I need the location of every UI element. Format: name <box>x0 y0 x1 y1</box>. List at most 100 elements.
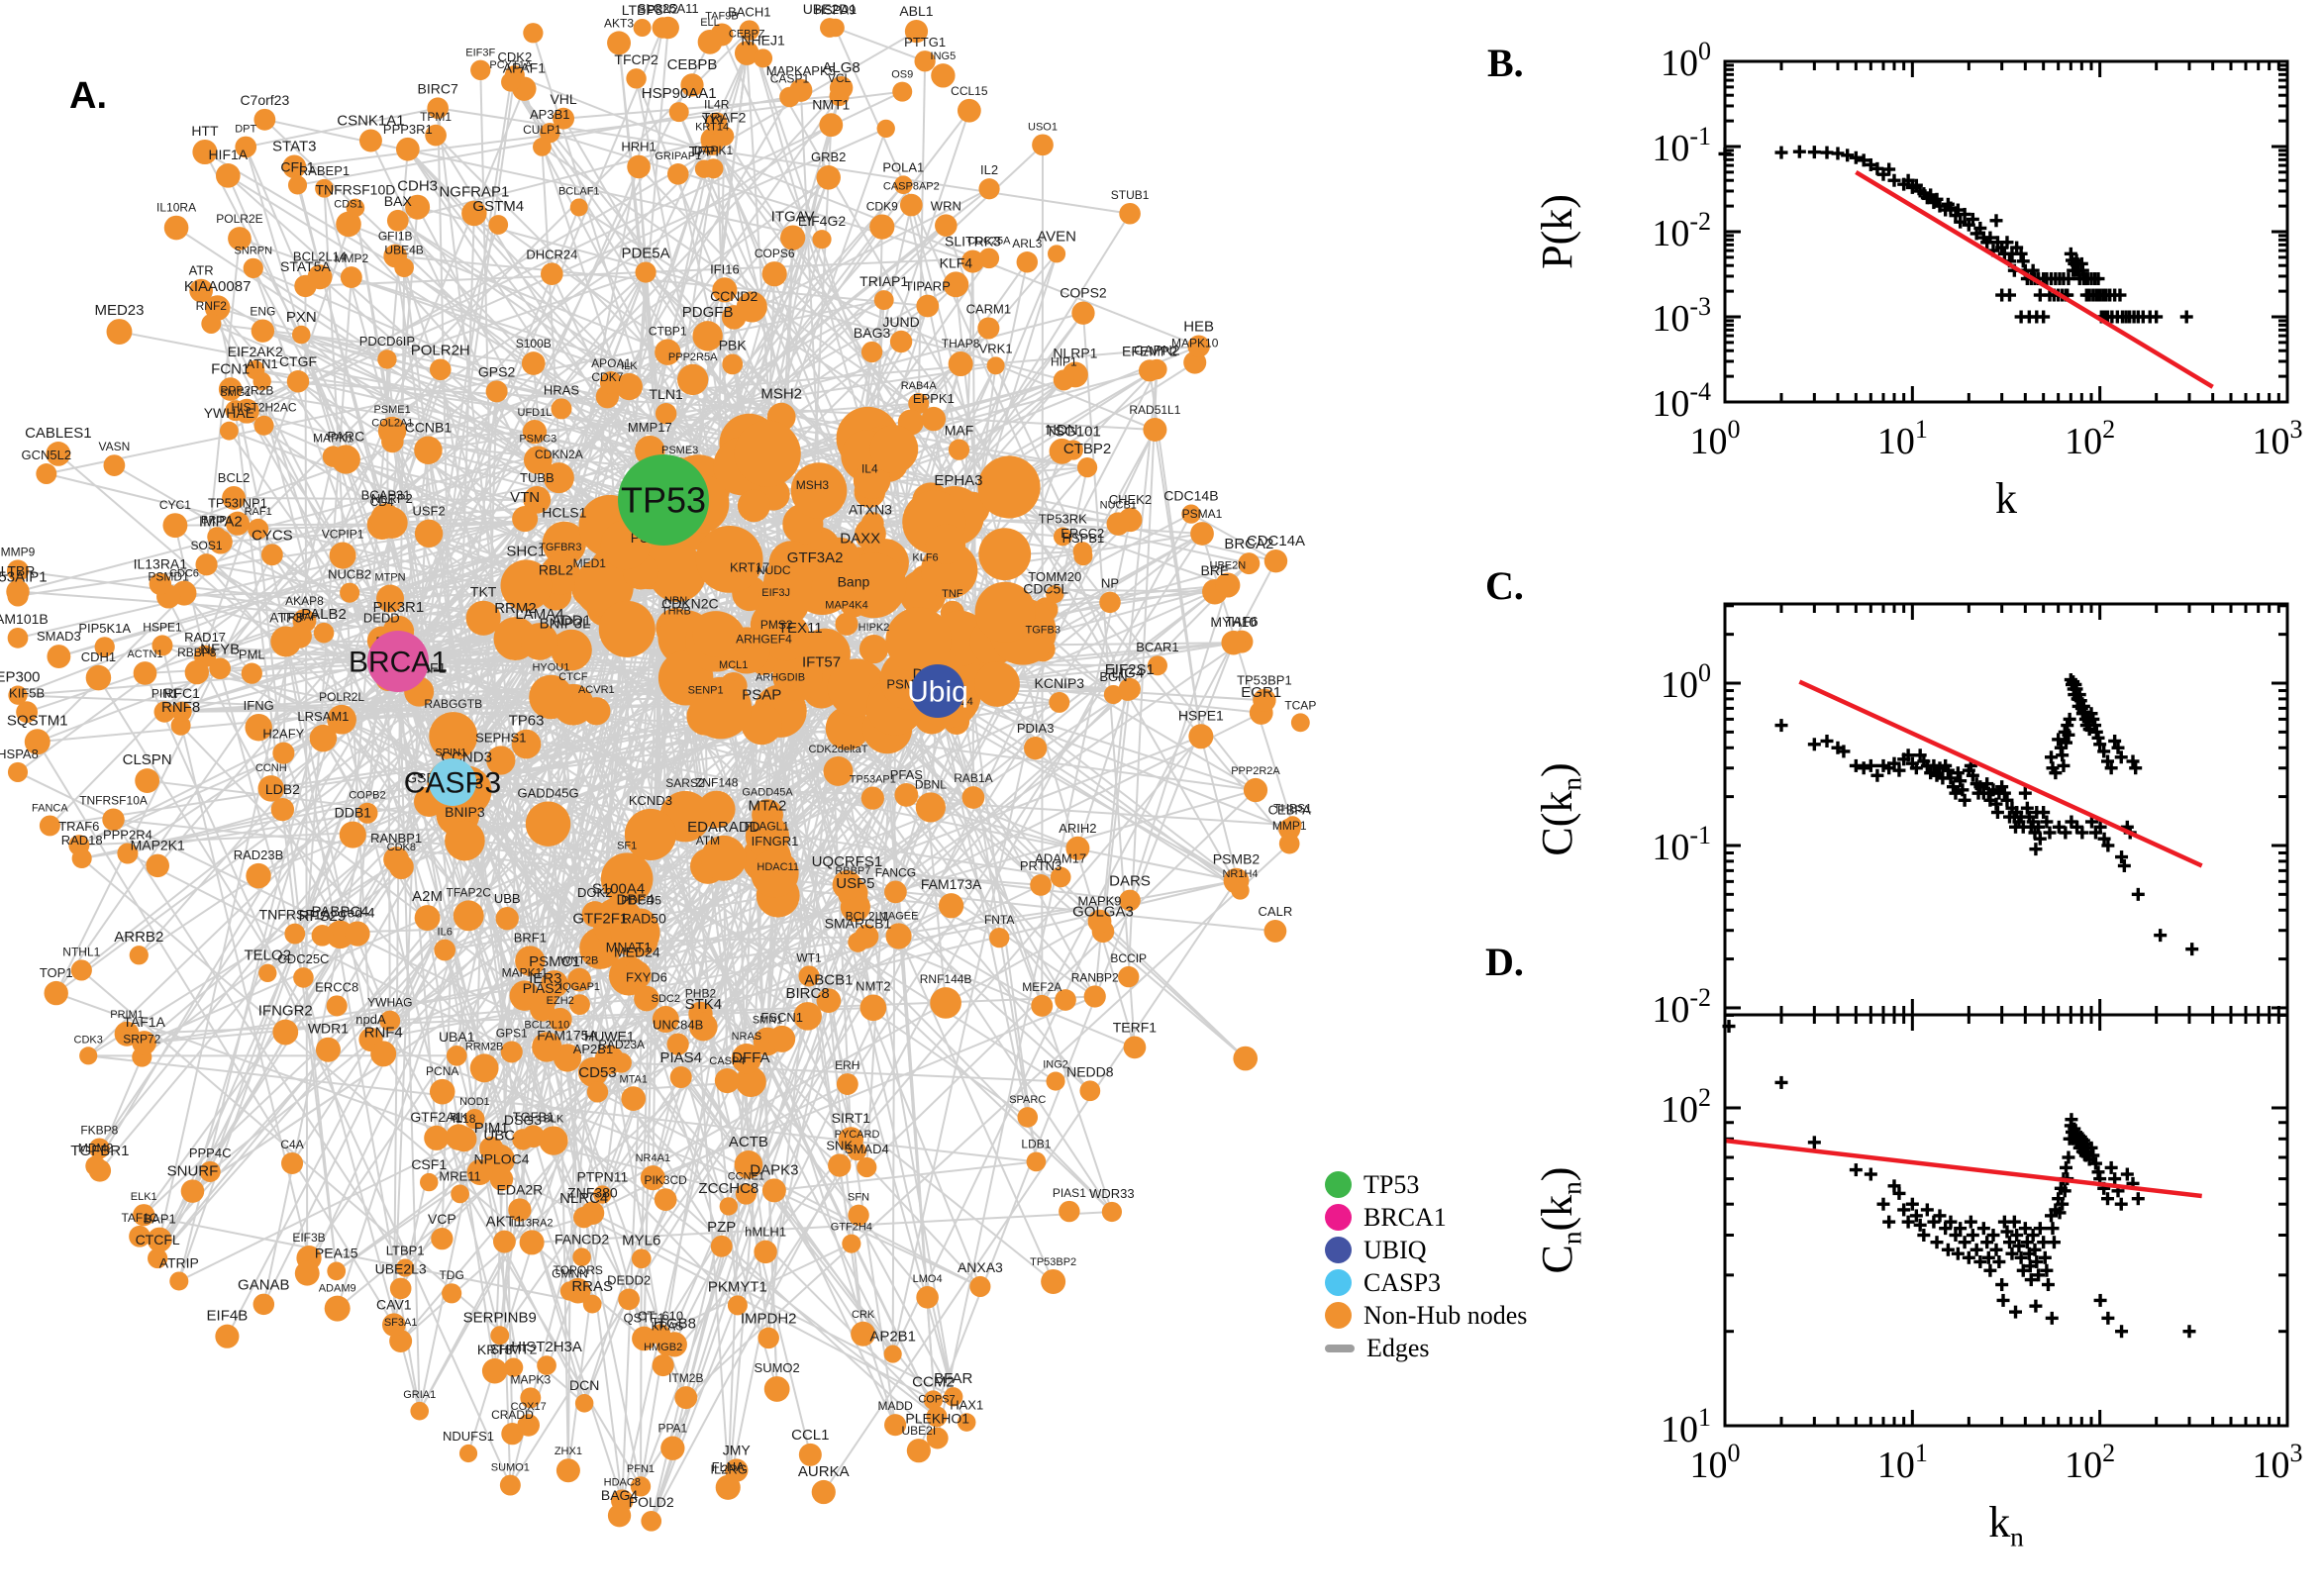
network-edge <box>54 518 387 994</box>
gene-label: DDB1 <box>335 805 372 821</box>
network-node <box>346 198 365 218</box>
network-node <box>1076 457 1098 478</box>
gene-label: TRAF2 <box>702 109 747 125</box>
gene-label: PIM1 <box>474 1120 509 1137</box>
network-node <box>445 820 485 861</box>
network-node <box>129 1225 151 1247</box>
network-edge <box>158 455 335 1241</box>
gene-label: JUND <box>882 314 919 330</box>
network-node <box>1215 572 1241 598</box>
network-node <box>624 808 676 860</box>
network-node <box>848 1204 869 1227</box>
network-node <box>309 724 338 752</box>
gene-label: CDK3 <box>74 1034 103 1046</box>
network-node <box>989 927 1010 948</box>
network-edge <box>723 135 960 500</box>
gene-label: NHEJ1 <box>741 32 785 48</box>
gene-label: ANXA3 <box>958 1259 1003 1275</box>
network-node <box>618 1288 641 1311</box>
network-node <box>36 463 57 484</box>
axis-title: C(kn​) <box>1533 762 1587 855</box>
network-node <box>816 165 841 190</box>
network-node <box>883 1345 902 1363</box>
chart-ticks <box>1723 59 2289 404</box>
network-edge <box>930 590 1216 809</box>
network-node <box>396 1258 415 1277</box>
network-node <box>218 377 243 401</box>
panel-b-label: B. <box>1487 41 1524 85</box>
network-node <box>434 939 456 961</box>
network-edge <box>650 1000 830 1522</box>
network-node <box>1053 369 1074 391</box>
network-edge <box>348 223 668 353</box>
network-edge <box>323 188 394 432</box>
network-node <box>470 59 491 80</box>
network-node <box>234 398 259 424</box>
network-node <box>339 821 366 848</box>
gene-label: VCP <box>428 1211 456 1227</box>
network-edge <box>834 27 1129 692</box>
network-edge <box>781 562 1251 1041</box>
gene-label: HSPE1 <box>143 620 182 634</box>
gene-label: CD53 <box>578 1064 616 1081</box>
network-node <box>820 18 840 38</box>
network-node <box>1017 1107 1039 1128</box>
gene-label: BCCIP <box>1110 951 1147 965</box>
network-node <box>515 946 546 976</box>
network-node <box>511 729 542 759</box>
axis-title: Cn​(kn​) <box>1533 1167 1587 1274</box>
network-node <box>700 835 747 881</box>
network-edge <box>917 642 1235 1451</box>
network-node <box>523 485 552 514</box>
network-node <box>521 623 558 660</box>
gene-label: PRIM1 <box>110 1009 144 1021</box>
gene-label: EIF4B <box>207 1308 249 1325</box>
network-node <box>272 1019 299 1046</box>
network-edge <box>94 660 399 1167</box>
gene-label: SMAD4 <box>845 1142 889 1156</box>
network-node <box>819 113 844 138</box>
gene-label: PARC <box>327 428 364 444</box>
network-edge <box>736 429 1157 1306</box>
gene-label: TIPARP <box>905 279 951 294</box>
network-node <box>106 319 133 345</box>
network-node <box>481 1357 508 1384</box>
network-node <box>453 900 484 932</box>
network-edge <box>437 108 454 783</box>
gene-label: EPPK1 <box>913 391 955 406</box>
network-edge <box>191 690 939 1192</box>
network-node <box>180 1179 205 1203</box>
gene-label: GTF3A2 <box>787 549 844 566</box>
gene-label: UBE2L3 <box>375 1261 427 1277</box>
gene-label: IFI16 <box>710 261 740 276</box>
network-edge <box>144 690 939 1045</box>
network-node <box>719 1197 739 1216</box>
gene-label: TP53BP2 <box>1030 1256 1076 1268</box>
network-edge <box>452 271 648 783</box>
gene-label: ZHX1 <box>555 1446 582 1457</box>
network-node <box>431 1228 454 1250</box>
network-edge <box>254 368 750 445</box>
network-node <box>938 893 964 919</box>
network-node <box>70 959 92 981</box>
gene-label: TRRAP <box>281 611 318 623</box>
network-edge <box>264 118 823 241</box>
network-node <box>692 611 739 657</box>
network-node-labels: MAGEE DHCR24 CDC14A ARL3 Banp TAF9B npdA ALG8 RN… <box>0 1 1316 1510</box>
network-edge <box>652 995 1096 1179</box>
network-edge <box>937 690 1290 831</box>
network-edge <box>205 238 241 565</box>
network-node <box>1059 1200 1080 1223</box>
network-node <box>307 264 333 290</box>
gene-label: ELK1 <box>131 1191 157 1203</box>
network-edge <box>143 781 454 1045</box>
gene-label: SUMO1 <box>491 1462 530 1474</box>
network-node <box>1119 889 1141 912</box>
network-node <box>1031 994 1054 1017</box>
network-node <box>147 1227 172 1252</box>
gene-label: USO1 <box>1028 121 1058 133</box>
network-node <box>1053 527 1072 547</box>
gene-label: NP <box>1101 576 1119 591</box>
network-node <box>873 290 894 311</box>
network-node <box>245 713 272 742</box>
